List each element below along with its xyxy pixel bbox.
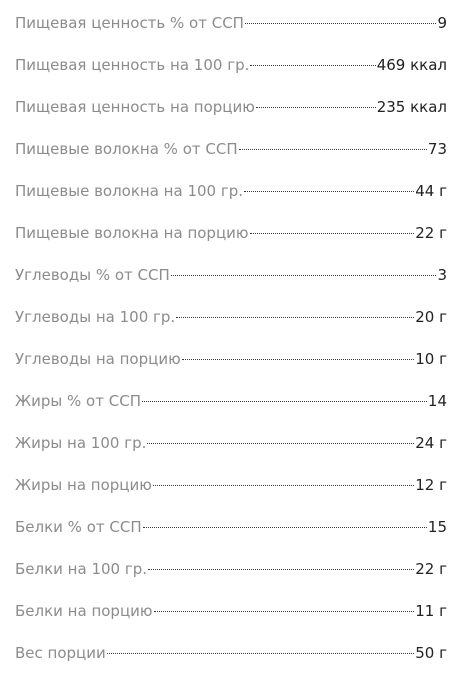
nutrition-row: Жиры % от ССП 14 [15,389,447,431]
nutrition-label: Пищевая ценность на порцию [15,98,255,116]
nutrition-label: Пищевые волокна на порцию [15,224,249,242]
dotted-leader [141,401,427,402]
nutrition-value: 14 [427,392,447,410]
nutrition-value: 12 г [415,476,447,494]
nutrition-row: Жиры на 100 гр. 24 г [15,431,447,473]
nutrition-value: 20 г [415,308,447,326]
nutrition-label: Пищевые волокна % от ССП [15,140,238,158]
nutrition-label: Углеводы на 100 гр. [15,308,176,326]
nutrition-value: 11 г [415,602,447,620]
nutrition-value: 44 г [415,182,447,200]
nutrition-row: Пищевая ценность на 100 гр. 469 ккал [15,53,447,95]
nutrition-value: 50 г [415,644,447,662]
nutrition-value: 22 г [415,560,447,578]
nutrition-label: Пищевая ценность на 100 гр. [15,56,250,74]
nutrition-label: Белки % от ССП [15,518,142,536]
nutrition-value: 235 ккал [376,98,447,116]
nutrition-label: Пищевая ценность % от ССП [15,14,244,32]
dotted-leader [153,611,415,612]
nutrition-row: Углеводы на 100 гр. 20 г [15,305,447,347]
nutrition-row: Жиры на порцию 12 г [15,473,447,515]
nutrition-label: Жиры на 100 гр. [15,434,147,452]
nutrition-value: 469 ккал [376,56,447,74]
nutrition-label: Вес порции [15,644,106,662]
dotted-leader [170,275,437,276]
dotted-leader [249,233,415,234]
nutrition-label: Жиры на порцию [15,476,152,494]
nutrition-row: Пищевая ценность на порцию 235 ккал [15,95,447,137]
nutrition-row: Углеводы % от ССП 3 [15,263,447,305]
dotted-leader [142,527,427,528]
dotted-leader [148,569,415,570]
nutrition-value: 24 г [415,434,447,452]
nutrition-row: Белки на порцию 11 г [15,599,447,641]
nutrition-row: Белки % от ССП 15 [15,515,447,557]
dotted-leader [244,191,415,192]
dotted-leader [255,107,376,108]
dotted-leader [106,653,415,654]
nutrition-row: Пищевые волокна на 100 гр. 44 г [15,179,447,221]
nutrition-value: 15 [427,518,447,536]
nutrition-value: 9 [437,14,447,32]
dotted-leader [244,23,437,24]
nutrition-value: 73 [427,140,447,158]
nutrition-value: 22 г [415,224,447,242]
dotted-leader [152,485,415,486]
nutrition-row: Вес порции 50 г [15,641,447,683]
dotted-leader [238,149,427,150]
nutrition-row: Белки на 100 гр. 22 г [15,557,447,599]
nutrition-label: Углеводы на порцию [15,350,181,368]
dotted-leader [176,317,415,318]
nutrition-label: Жиры % от ССП [15,392,141,410]
nutrition-value: 3 [437,266,447,284]
nutrition-row: Углеводы на порцию 10 г [15,347,447,389]
dotted-leader [250,65,376,66]
nutrition-label: Углеводы % от ССП [15,266,170,284]
nutrition-row: Пищевая ценность % от ССП 9 [15,11,447,53]
nutrition-label: Белки на порцию [15,602,153,620]
dotted-leader [147,443,415,444]
nutrition-row: Пищевые волокна на порцию 22 г [15,221,447,263]
nutrition-row: Пищевые волокна % от ССП 73 [15,137,447,179]
nutrition-label: Белки на 100 гр. [15,560,148,578]
nutrition-label: Пищевые волокна на 100 гр. [15,182,244,200]
nutrition-value: 10 г [415,350,447,368]
dotted-leader [181,359,415,360]
